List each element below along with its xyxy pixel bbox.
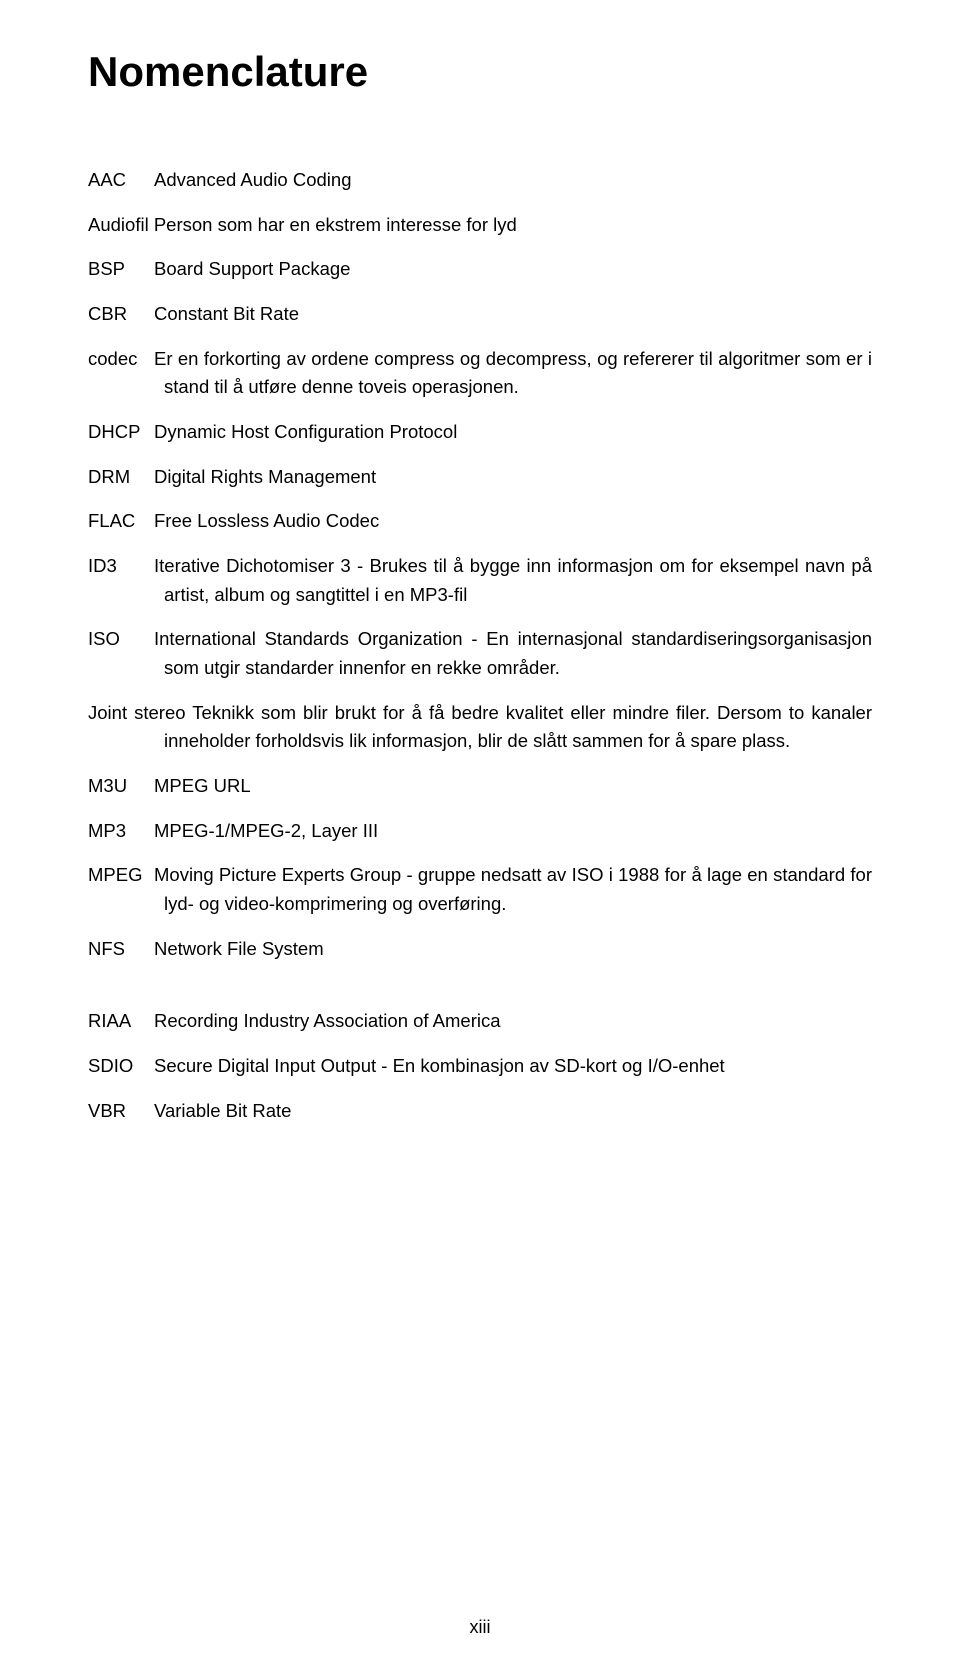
entry: RIAARecording Industry Association of Am… — [88, 1007, 872, 1036]
entry: MP3MPEG-1/MPEG-2, Layer III — [88, 817, 872, 846]
entry: ID3Iterative Dichotomiser 3 - Brukes til… — [88, 552, 872, 609]
entry-term: AAC — [88, 166, 154, 195]
entry-term: BSP — [88, 255, 154, 284]
entry: MPEGMoving Picture Experts Group - grupp… — [88, 861, 872, 918]
entry: DHCPDynamic Host Configuration Protocol — [88, 418, 872, 447]
entry-term: FLAC — [88, 507, 154, 536]
entry-def: Moving Picture Experts Group - gruppe ne… — [154, 864, 872, 914]
entry: CBRConstant Bit Rate — [88, 300, 872, 329]
entry-def: Free Lossless Audio Codec — [154, 510, 379, 531]
entry-term: DRM — [88, 463, 154, 492]
entry-term: ISO — [88, 625, 154, 654]
entry-term: Audiofil — [88, 214, 149, 235]
entry: Audiofil Person som har en ekstrem inter… — [88, 211, 872, 240]
entry-term: NFS — [88, 935, 154, 964]
entry-def: Iterative Dichotomiser 3 - Brukes til å … — [154, 555, 872, 605]
entry: SDIOSecure Digital Input Output - En kom… — [88, 1052, 872, 1081]
entry-def: Person som har en ekstrem interesse for … — [154, 214, 517, 235]
entry: AACAdvanced Audio Coding — [88, 166, 872, 195]
group-separator — [88, 979, 872, 1007]
entry-def: Teknikk som blir brukt for å få bedre kv… — [164, 702, 872, 752]
entry-def: International Standards Organization - E… — [154, 628, 872, 678]
page-title: Nomenclature — [88, 48, 872, 96]
entry-term: VBR — [88, 1097, 154, 1126]
nomenclature-list: AACAdvanced Audio Coding Audiofil Person… — [88, 166, 872, 1125]
page-container: Nomenclature AACAdvanced Audio Coding Au… — [0, 0, 960, 1674]
page-number: xiii — [0, 1617, 960, 1638]
entry-term: RIAA — [88, 1007, 154, 1036]
entry-term: CBR — [88, 300, 154, 329]
entry-def: Variable Bit Rate — [154, 1100, 291, 1121]
entry: DRMDigital Rights Management — [88, 463, 872, 492]
entry-def: Advanced Audio Coding — [154, 169, 351, 190]
entry-term: MP3 — [88, 817, 154, 846]
entry-def: Dynamic Host Configuration Protocol — [154, 421, 457, 442]
entry: Joint stereo Teknikk som blir brukt for … — [88, 699, 872, 756]
entry: BSPBoard Support Package — [88, 255, 872, 284]
entry-def: Board Support Package — [154, 258, 350, 279]
entry-def: Recording Industry Association of Americ… — [154, 1010, 501, 1031]
entry-term: Joint stereo — [88, 702, 186, 723]
entry-def: Er en forkorting av ordene compress og d… — [154, 348, 872, 398]
entry: NFSNetwork File System — [88, 935, 872, 964]
entry-term: SDIO — [88, 1052, 154, 1081]
entry-term: ID3 — [88, 552, 154, 581]
entry: FLACFree Lossless Audio Codec — [88, 507, 872, 536]
entry-def: Secure Digital Input Output - En kombina… — [154, 1055, 725, 1076]
entry-term: MPEG — [88, 861, 154, 890]
entry-term: codec — [88, 345, 154, 374]
entry-term: DHCP — [88, 418, 154, 447]
entry: ISOInternational Standards Organization … — [88, 625, 872, 682]
entry: M3UMPEG URL — [88, 772, 872, 801]
entry: VBRVariable Bit Rate — [88, 1097, 872, 1126]
entry: codecEr en forkorting av ordene compress… — [88, 345, 872, 402]
entry-def: MPEG-1/MPEG-2, Layer III — [154, 820, 378, 841]
entry-def: Digital Rights Management — [154, 466, 376, 487]
entry-def: MPEG URL — [154, 775, 251, 796]
entry-def: Constant Bit Rate — [154, 303, 299, 324]
entry-term: M3U — [88, 772, 154, 801]
entry-def: Network File System — [154, 938, 324, 959]
